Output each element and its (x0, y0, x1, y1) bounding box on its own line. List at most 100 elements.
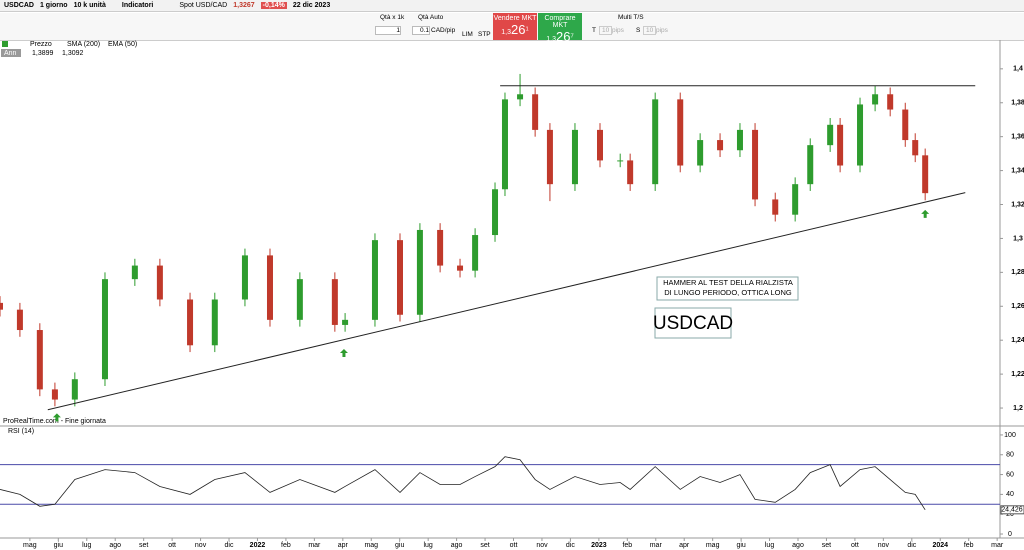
x-tick-label: ott (851, 542, 859, 549)
candle-body (922, 155, 929, 194)
candle-body (492, 189, 499, 236)
candle-body (697, 140, 704, 166)
size-select[interactable]: 10 k unità (73, 2, 106, 9)
sell-button[interactable]: Vendere MKT 1,3261 (493, 13, 537, 40)
candle-body (837, 124, 844, 166)
stp-button[interactable]: STP (478, 31, 491, 38)
x-tick-label: giu (395, 542, 404, 549)
candle-body (51, 389, 58, 400)
candle-body (887, 94, 894, 110)
t-label: T (592, 27, 596, 34)
lim-button[interactable]: LIM (462, 31, 473, 38)
x-tick-label: giu (54, 542, 63, 549)
x-tick-label: giu (736, 542, 745, 549)
candle-body (677, 99, 684, 166)
annotation-box (656, 276, 799, 301)
x-tick-label: mag (364, 542, 378, 549)
x-tick-label: mag (706, 542, 720, 549)
candle-body (792, 184, 799, 215)
x-tick-label: set (480, 542, 489, 549)
multi-ts[interactable]: Multi T/S (618, 14, 644, 21)
y-tick-label: 1,24 (1011, 337, 1024, 344)
rsi-line (0, 456, 926, 511)
buy-big: 26 (556, 29, 571, 44)
candle-body (501, 99, 508, 190)
x-tick-label: feb (964, 542, 974, 549)
candle-body (617, 160, 624, 162)
sell-label: Vendere MKT (493, 15, 537, 22)
candle-body (211, 299, 218, 346)
y-tick-label: 1,28 (1011, 269, 1024, 276)
trend-line (47, 192, 966, 411)
x-tick-label: 2022 (250, 542, 266, 549)
candle-body (546, 129, 553, 185)
source: ProRealTime.com - Fine giornata (3, 418, 106, 425)
rsi-y-tick-label: 60 (1006, 471, 1014, 478)
pip-input[interactable]: 0.1 (412, 26, 430, 35)
x-tick-label: dic (225, 542, 234, 549)
qty-auto[interactable]: Qtà Auto (418, 14, 444, 21)
quote-price: 1,3267 (233, 2, 255, 9)
y-tick-label: 1,34 (1011, 167, 1024, 174)
buy-small: 1,3 (546, 36, 556, 43)
candle-body (912, 140, 919, 156)
candle-body (16, 309, 23, 331)
x-tick-label: ott (168, 542, 176, 549)
qty-input[interactable]: 1 (375, 26, 401, 35)
legend-low: 1,3092 (62, 50, 84, 57)
timeframe-select[interactable]: 1 giorno (39, 2, 68, 9)
x-tick-label: lug (423, 542, 432, 549)
x-tick-label: mar (650, 542, 663, 549)
buy-label: Comprare MKT (544, 15, 576, 29)
x-tick-label: mar (308, 542, 321, 549)
sell-big: 26 (511, 22, 526, 37)
annotation: HAMMER AL TEST DELLA RIALZISTA DI LUNGO … (663, 278, 793, 297)
order-panel: Qtà x 1k Qtà Auto 1 0.1 CAD/pip LIM STP … (0, 13, 1024, 44)
x-tick-label: mag (23, 542, 37, 549)
x-tick-label: 2024 (932, 542, 948, 549)
symbol-select[interactable]: USDCAD (4, 2, 34, 9)
candle-body (437, 229, 444, 266)
x-tick-label: 2023 (591, 542, 607, 549)
indicators-button[interactable]: Indicatori (121, 2, 154, 9)
up-arrow (339, 348, 348, 357)
x-tick-label: feb (622, 542, 632, 549)
s-pips-unit: pips (656, 27, 668, 34)
x-tick-label: ott (510, 542, 518, 549)
candle-body (371, 240, 378, 320)
x-tick-label: dic (566, 542, 575, 549)
candle-body (472, 235, 479, 271)
candle-body (532, 94, 539, 130)
candle-body (131, 265, 138, 280)
t-pips[interactable]: 10 (599, 26, 613, 35)
x-tick-label: set (822, 542, 831, 549)
sell-small: 1,3 (501, 29, 511, 36)
y-tick-label: 1,3 (1013, 235, 1023, 242)
ann-box (1, 49, 21, 57)
y-tick-label: 1,32 (1011, 201, 1024, 208)
y-tick-label: 1,38 (1011, 100, 1024, 107)
x-tick-label: apr (679, 542, 690, 549)
x-tick-label: set (139, 542, 148, 549)
candle-body (457, 265, 464, 271)
candle-body (827, 124, 834, 146)
candle-body (296, 279, 303, 320)
s-pips[interactable]: 10 (643, 26, 657, 35)
quote-change: -0,14% (260, 2, 287, 9)
candle-body (627, 160, 634, 185)
sell-sup: 1 (525, 26, 529, 33)
quote-name: Spot USD/CAD (179, 2, 228, 9)
candle-body (331, 279, 338, 325)
x-tick-label: apr (338, 542, 349, 549)
x-tick-label: feb (281, 542, 291, 549)
candle-body (902, 109, 909, 141)
top-toolbar: USDCAD 1 giorno 10 k unità Indicatori Sp… (0, 0, 1024, 12)
x-tick-label: nov (195, 542, 207, 549)
candle-body (266, 255, 273, 320)
candle-body (416, 229, 423, 315)
x-tick-label: ago (451, 542, 463, 549)
buy-button[interactable]: Comprare MKT 1,3267 (538, 13, 582, 44)
candle-body (736, 129, 743, 151)
t-pips-unit: pips (612, 27, 624, 34)
